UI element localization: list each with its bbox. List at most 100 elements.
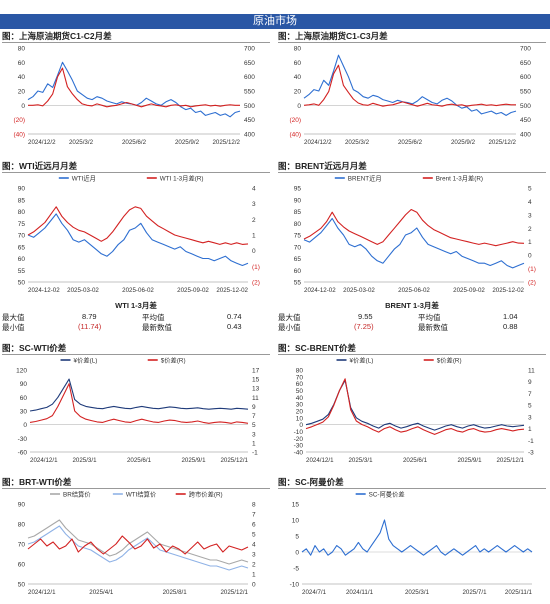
y-tick-label: 65 [18, 244, 26, 251]
x-tick-label: 2025/3/1 [72, 457, 97, 464]
chart-svg: -60-300306090120-113579111315172024/12/1… [16, 356, 260, 465]
divider [2, 488, 270, 489]
y2-tick-label: 1 [528, 239, 532, 246]
chart-panel-brent-spread: 图：BRENT近远月月差 55 60 65 70 75 80 85 90 95 (2) (1) 0 1 2… [278, 160, 546, 298]
y2-tick-label: 400 [520, 132, 531, 139]
y-tick-label: -60 [18, 450, 28, 457]
x-tick-label: 2025/12/2 [212, 139, 240, 146]
y-tick-label: -20 [294, 436, 304, 443]
y2-tick-label: -3 [528, 450, 534, 457]
y2-tick-label: 1 [252, 572, 256, 579]
y-tick-label: 10 [292, 518, 300, 525]
y-tick-label: 60 [18, 562, 26, 569]
latest-label: 最新数值 [418, 323, 448, 332]
legend-label: SC-阿曼价差 [369, 490, 405, 499]
y2-tick-label: 1 [252, 440, 256, 447]
legend-label: BR结算价 [63, 490, 91, 499]
chart-panel-sc-wti: 图：SC-WTI价差 -60 -30 0 30 60 90 120 -1 1 3 5 7 9 11 13 15… [2, 342, 270, 470]
max-label: 最大值 [2, 313, 25, 322]
x-tick-label: 2025-06-02 [122, 287, 154, 294]
x-tick-label: 2025/7/1 [462, 589, 487, 596]
x-tick-label: 2025-09-02 [177, 287, 209, 294]
y-tick-label: 15 [292, 502, 300, 509]
x-tick-label: 2024/11/1 [346, 589, 374, 596]
series-line [303, 64, 516, 107]
chart-panel-sc-brent: 图：SC-BRENT价差 -40 -30 -20 -10 0 10 20 30 40 50 60 70… [278, 342, 546, 470]
x-tick-label: 2025-12-02 [492, 287, 524, 294]
x-tick-label: 2025/6/1 [403, 457, 428, 464]
stats-title: BRENT 1-3月差 [385, 301, 439, 310]
y2-tick-label: 3 [252, 431, 256, 438]
legend-label: $价差(R) [437, 356, 462, 365]
y2-tick-label: 2 [252, 562, 256, 569]
y-tick-label: 80 [294, 221, 302, 228]
x-tick-label: 2025/9/2 [175, 139, 200, 146]
x-tick-label: 2025/6/2 [122, 139, 147, 146]
y-tick-label: 40 [296, 395, 304, 402]
x-tick-label: 2025/3/1 [405, 589, 430, 596]
y2-tick-label: 5 [252, 532, 256, 539]
latest-value: 0.88 [503, 322, 518, 331]
y2-tick-label: 13 [252, 386, 260, 393]
legend-label: BRENT近月 [348, 174, 382, 183]
y-tick-label: 65 [294, 256, 302, 263]
y2-tick-label: 450 [520, 117, 531, 124]
page-banner: 原油市场 [0, 14, 550, 29]
latest-value: 0.43 [227, 322, 242, 331]
max-value: 9.55 [358, 312, 373, 321]
y-tick-label: 70 [18, 542, 26, 549]
y-tick-label: 70 [296, 374, 304, 381]
y2-tick-label: 600 [244, 74, 255, 81]
y2-tick-label: 3 [528, 212, 532, 219]
y2-tick-label: 700 [520, 46, 531, 53]
chart-svg: -10 -5 0 5 10 15 2024/7/1 2024/11/1 2025/3/1 2025… [290, 490, 533, 597]
divider [278, 42, 546, 43]
x-tick-label: 2025-03-02 [67, 287, 99, 294]
legend-label: ¥价差(L) [74, 356, 98, 365]
y2-tick-label: 9 [528, 379, 532, 386]
y-tick-label: 0 [23, 422, 27, 429]
y-tick-label: 80 [18, 46, 26, 53]
stats-title: WTI 1-3月差 [115, 301, 157, 310]
chart-svg: (40) (20) 0 20 40 60 80 400 450 500 550 600 650 700 20… [13, 46, 255, 147]
series-line [28, 67, 240, 108]
y2-tick-label: 4 [252, 186, 256, 193]
y-tick-label: (40) [13, 132, 25, 139]
brent-stats-table: BRENT 1-3月差 最大值 9.55 平均值 1.04 最小值 (7.25)… [278, 300, 546, 336]
y-tick-label: 80 [294, 46, 302, 53]
y2-tick-label: 550 [244, 89, 255, 96]
x-tick-label: 2024/12/2 [28, 139, 56, 146]
y-tick-label: 70 [18, 233, 26, 240]
legend-label: WTI 1-3月差(R) [160, 174, 204, 183]
divider [278, 354, 546, 355]
max-label: 最大值 [278, 313, 301, 322]
panel-title: 图：SC-WTI价差 [2, 343, 67, 353]
y2-tick-label: 0 [252, 248, 256, 255]
legend-label: Brent 1-3月差(R) [436, 174, 483, 183]
divider [2, 172, 270, 173]
y2-tick-label: 5 [528, 186, 532, 193]
legend-label: WTI结算价 [126, 490, 157, 499]
y-tick-label: 40 [18, 74, 26, 81]
y-tick-label: 30 [20, 409, 28, 416]
min-value: (11.74) [78, 322, 102, 331]
legend-label: WTI近月 [72, 174, 96, 183]
avg-label: 平均值 [418, 313, 441, 322]
avg-label: 平均值 [142, 313, 165, 322]
y-tick-label: 55 [18, 268, 26, 275]
y-tick-label: -40 [294, 450, 304, 457]
y2-tick-label: 0 [252, 582, 256, 589]
y2-tick-label: 4 [252, 542, 256, 549]
series-line [27, 519, 249, 565]
min-value: (7.25) [354, 322, 374, 331]
y-tick-label: 20 [18, 89, 26, 96]
panel-title: 图：BRENT近远月月差 [278, 161, 367, 171]
y-tick-label: 90 [18, 186, 26, 193]
page-title: 原油市场 [253, 15, 297, 27]
y2-tick-label: 400 [244, 132, 255, 139]
x-tick-label: 2025/6/1 [127, 457, 152, 464]
x-tick-label: 2025/12/1 [220, 457, 248, 464]
legend-label: ¥价差(L) [350, 356, 374, 365]
y2-tick-label: 11 [252, 395, 259, 402]
